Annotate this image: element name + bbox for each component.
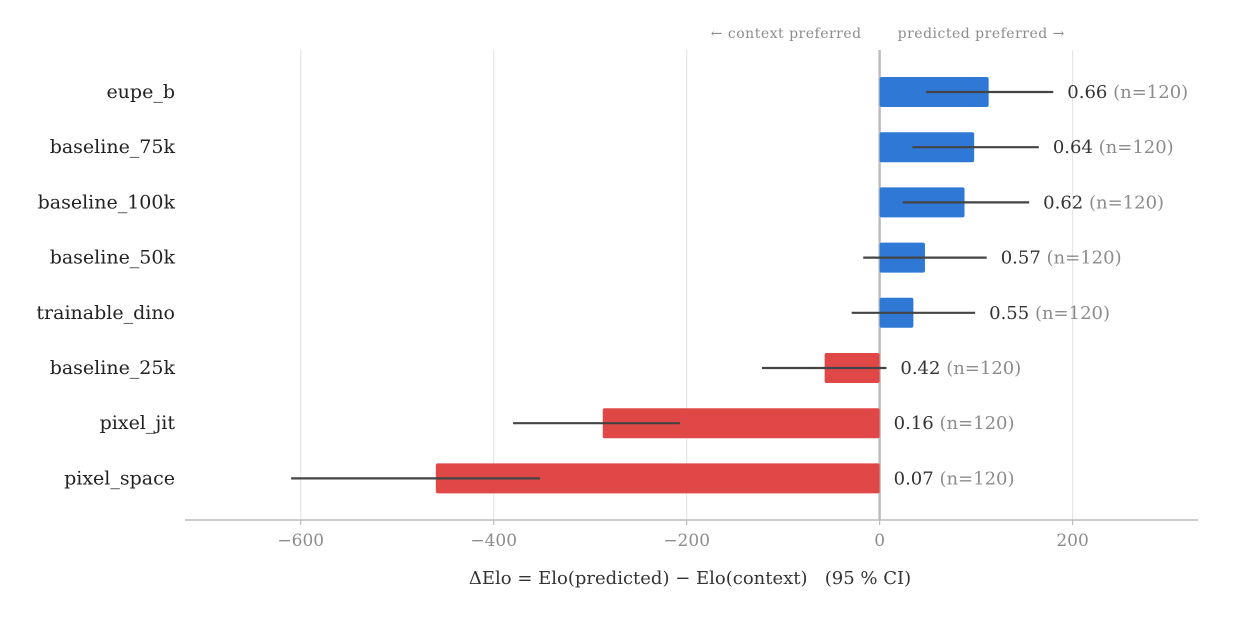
sample-size: (n=120) xyxy=(1099,137,1174,158)
win-rate: 0.57 xyxy=(1001,248,1047,269)
category-label: baseline_25k xyxy=(50,357,176,379)
value-label: 0.64 (n=120) xyxy=(1053,137,1174,158)
category-label: baseline_100k xyxy=(38,191,176,213)
value-label: 0.57 (n=120) xyxy=(1001,248,1122,269)
sample-size: (n=120) xyxy=(1047,248,1122,269)
value-label: 0.55 (n=120) xyxy=(989,303,1110,324)
grid xyxy=(300,50,1074,520)
category-label: baseline_50k xyxy=(50,247,176,269)
category-label: trainable_dino xyxy=(36,302,175,324)
value-label: 0.42 (n=120) xyxy=(900,358,1021,379)
sample-size: (n=120) xyxy=(939,468,1014,489)
category-label: baseline_75k xyxy=(50,136,176,158)
x-tick-label: −200 xyxy=(663,531,710,551)
x-axis-label: ΔElo = Elo(predicted) − Elo(context) (95… xyxy=(469,568,911,589)
x-tick-label: −600 xyxy=(277,531,324,551)
win-rate: 0.42 xyxy=(900,358,946,379)
win-rate: 0.16 xyxy=(894,413,940,434)
value-label: 0.66 (n=120) xyxy=(1067,82,1188,103)
value-labels: 0.66 (n=120)0.64 (n=120)0.62 (n=120)0.57… xyxy=(894,82,1189,489)
bar xyxy=(602,408,880,439)
win-rate: 0.55 xyxy=(989,303,1035,324)
sample-size: (n=120) xyxy=(1035,303,1110,324)
value-label: 0.07 (n=120) xyxy=(894,468,1015,489)
direction-label-left: ← context preferred xyxy=(711,26,862,42)
win-rate: 0.64 xyxy=(1053,137,1099,158)
x-tick-label: −400 xyxy=(470,531,517,551)
value-label: 0.16 (n=120) xyxy=(894,413,1015,434)
y-axis-labels: eupe_b baseline_75k baseline_100k baseline_… xyxy=(36,81,175,489)
win-rate: 0.07 xyxy=(894,468,940,489)
category-label: pixel_space xyxy=(64,467,175,489)
sample-size: (n=120) xyxy=(946,358,1021,379)
error-bars xyxy=(291,90,1054,480)
category-label: pixel_jit xyxy=(100,412,176,434)
category-label: eupe_b xyxy=(106,81,175,103)
sample-size: (n=120) xyxy=(1089,192,1164,213)
sample-size: (n=120) xyxy=(939,413,1014,434)
value-label: 0.62 (n=120) xyxy=(1043,192,1164,213)
win-rate: 0.62 xyxy=(1043,192,1089,213)
bar xyxy=(435,463,880,494)
x-tick-label: 200 xyxy=(1056,531,1088,551)
sample-size: (n=120) xyxy=(1113,82,1188,103)
win-rate: 0.66 xyxy=(1067,82,1113,103)
x-tick-label: 0 xyxy=(874,531,885,551)
direction-label-right: predicted preferred → xyxy=(898,26,1065,42)
x-axis: −600 −400 −200 0 200 xyxy=(185,519,1198,551)
